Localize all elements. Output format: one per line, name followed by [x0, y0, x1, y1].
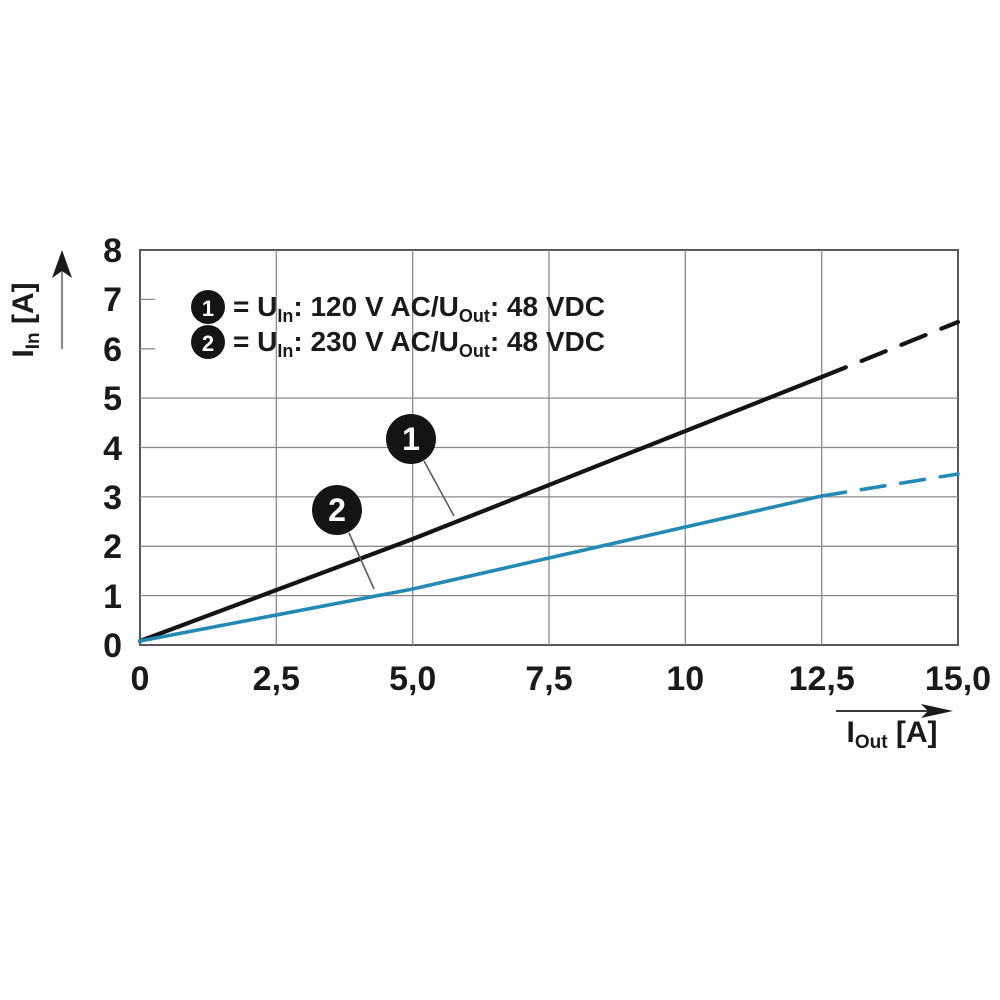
svg-text:= UIn: 120 V AC/UOut: 48 VDC: = UIn: 120 V AC/UOut: 48 VDC [233, 291, 605, 326]
svg-text:4: 4 [103, 430, 122, 468]
svg-text:IIn [A]: IIn [A] [7, 282, 44, 357]
svg-text:10: 10 [666, 660, 704, 698]
svg-text:1: 1 [103, 578, 122, 616]
svg-text:8: 8 [103, 232, 122, 270]
svg-text:5,0: 5,0 [389, 660, 436, 698]
svg-text:2,5: 2,5 [253, 660, 300, 698]
svg-text:7: 7 [103, 281, 122, 319]
svg-text:6: 6 [103, 331, 122, 369]
svg-text:2: 2 [103, 528, 122, 566]
svg-text:5: 5 [103, 380, 122, 418]
svg-text:0: 0 [103, 627, 122, 665]
svg-text:7,5: 7,5 [525, 660, 572, 698]
svg-text:= UIn: 230 V AC/UOut: 48 VDC: = UIn: 230 V AC/UOut: 48 VDC [233, 326, 605, 361]
svg-text:3: 3 [103, 479, 122, 517]
svg-text:IOut [A]: IOut [A] [846, 716, 937, 753]
svg-text:15,0: 15,0 [925, 660, 991, 698]
svg-text:2: 2 [202, 331, 214, 356]
svg-text:0: 0 [131, 660, 150, 698]
svg-text:1: 1 [202, 296, 214, 321]
svg-text:1: 1 [402, 421, 420, 457]
svg-text:12,5: 12,5 [789, 660, 855, 698]
svg-text:2: 2 [328, 492, 346, 528]
